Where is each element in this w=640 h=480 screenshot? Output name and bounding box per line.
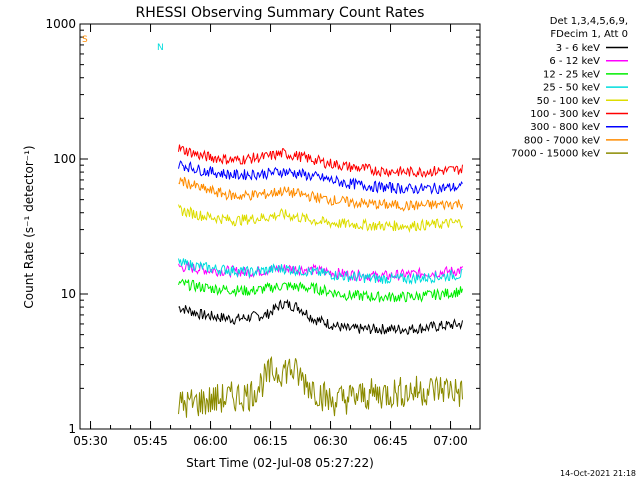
series-line-0 — [178, 298, 463, 335]
x-tick-label-5: 06:45 — [373, 434, 408, 448]
annotation-s: S — [82, 35, 88, 45]
series-line-3 — [178, 258, 463, 285]
y-tick-label-0: 1 — [68, 422, 76, 436]
legend-entry-0: 3 - 6 keV — [556, 43, 600, 54]
x-tick-label-1: 05:45 — [133, 434, 168, 448]
legend-entry-2: 12 - 25 keV — [543, 69, 600, 80]
series-line-4 — [178, 204, 463, 233]
plot-frame — [79, 23, 481, 430]
legend-entry-7: 800 - 7000 keV — [524, 135, 600, 146]
x-tick-label-3: 06:15 — [253, 434, 288, 448]
series-line-6 — [178, 160, 463, 195]
legend-header-1: Det 1,3,4,5,6,9, — [550, 16, 628, 27]
x-tick-label-0: 05:30 — [73, 434, 108, 448]
plot-area: 05:30 05:45 06:00 06:15 06:30 06:45 07:00 1 10 10… — [45, 17, 480, 448]
legend-entry-6: 300 - 800 keV — [530, 122, 600, 133]
series-line-8 — [178, 355, 463, 418]
legend: 3 - 6 keV 6 - 12 keV 12 - 25 keV 25 - 50 ke… — [511, 43, 628, 160]
x-axis-label: Start Time (02-Jul-08 05:27:22) — [186, 456, 374, 470]
legend-header-2: FDecim 1, Att 0 — [550, 29, 628, 40]
x-tick-label-6: 07:00 — [433, 434, 468, 448]
y-tick-label-2: 100 — [53, 152, 76, 166]
footer-date: 14-Oct-2021 21:18 — [560, 469, 636, 478]
legend-entry-5: 100 - 300 keV — [530, 109, 600, 120]
y-axis-label: Count Rate (s⁻¹ detector⁻¹) — [22, 145, 36, 308]
x-tick-label-4: 06:30 — [313, 434, 348, 448]
annotation-n: N — [157, 43, 164, 53]
chart-title: RHESSI Observing Summary Count Rates — [136, 5, 425, 21]
x-tick-label-2: 06:00 — [193, 434, 228, 448]
series-line-2 — [178, 278, 463, 303]
legend-entry-3: 25 - 50 keV — [543, 83, 600, 94]
legend-entry-1: 6 - 12 keV — [549, 56, 600, 67]
legend-entry-4: 50 - 100 keV — [537, 96, 601, 107]
legend-entry-8: 7000 - 15000 keV — [511, 149, 600, 160]
y-tick-label-1: 10 — [61, 287, 76, 301]
series-line-7 — [178, 176, 463, 212]
y-tick-label-3: 1000 — [45, 17, 76, 31]
series-line-5 — [178, 144, 463, 179]
